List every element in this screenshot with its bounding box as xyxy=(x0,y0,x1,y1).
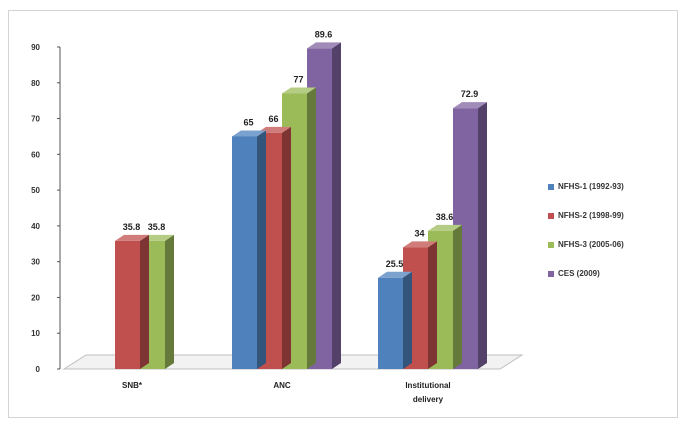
bar-side xyxy=(332,42,341,369)
category-label: Institutional xyxy=(405,381,450,390)
data-label: 65 xyxy=(243,117,253,127)
y-tick-label: 40 xyxy=(31,222,40,231)
data-label: 35.8 xyxy=(123,222,141,232)
data-label: 34 xyxy=(414,228,424,238)
bar-side xyxy=(453,224,462,369)
bar-top xyxy=(282,87,316,94)
bar-front xyxy=(232,136,257,369)
y-tick-label: 10 xyxy=(31,329,40,338)
data-label: 66 xyxy=(268,114,278,124)
category-label: SNB* xyxy=(122,381,143,390)
legend-item: NFHS-2 (1998-99) xyxy=(548,201,624,230)
legend-item: NFHS-3 (2005-06) xyxy=(548,230,624,259)
bar-top xyxy=(378,271,412,278)
legend-label: NFHS-3 (2005-06) xyxy=(558,240,624,249)
data-label: 38.6 xyxy=(436,212,454,222)
bar-top xyxy=(115,234,149,241)
bar xyxy=(403,241,437,369)
data-label: 72.9 xyxy=(461,89,479,99)
y-tick-label: 30 xyxy=(31,258,40,267)
bar xyxy=(232,130,266,369)
bar-side xyxy=(403,271,412,369)
legend-swatch xyxy=(548,241,554,248)
legend-item: CES (2009) xyxy=(548,259,624,288)
category-label: delivery xyxy=(413,395,444,404)
bar-top xyxy=(428,224,462,231)
bar xyxy=(115,234,149,369)
bar-side xyxy=(282,126,291,369)
y-tick-label: 60 xyxy=(31,150,40,159)
bar-side xyxy=(307,87,316,369)
bar-front xyxy=(115,240,140,369)
legend-label: CES (2009) xyxy=(558,269,600,278)
data-labels: 35.8 35.8 89.6 77 66 65 72.9 38.6 34 25.5 xyxy=(123,29,479,268)
bar-top xyxy=(307,42,341,49)
legend-item: NFHS-1 (1992-93) xyxy=(548,172,624,201)
bar-side xyxy=(478,102,487,370)
legend-swatch xyxy=(548,183,554,190)
bar-side xyxy=(140,234,149,369)
y-tick-label: 50 xyxy=(31,186,40,195)
data-label: 77 xyxy=(293,75,303,85)
legend-swatch xyxy=(548,270,554,277)
category-label: ANC xyxy=(273,381,291,390)
y-tick-label: 20 xyxy=(31,293,40,302)
axes: 0 10 20 30 40 50 60 70 80 90 xyxy=(31,43,61,374)
legend-swatch xyxy=(548,212,554,219)
y-tick-label: 80 xyxy=(31,79,40,88)
legend-label: NFHS-2 (1998-99) xyxy=(558,211,624,220)
legend-label: NFHS-1 (1992-93) xyxy=(558,182,624,191)
bar-top xyxy=(403,241,437,248)
y-tick-label: 90 xyxy=(31,43,40,52)
legend: NFHS-1 (1992-93) NFHS-2 (1998-99) NFHS-3… xyxy=(548,172,624,288)
bar-top xyxy=(232,130,266,137)
data-label: 25.5 xyxy=(386,259,404,269)
category-labels: SNB* ANC Institutional delivery xyxy=(122,381,451,404)
bar-side xyxy=(165,234,174,369)
bar-side xyxy=(257,130,266,369)
bar-top xyxy=(453,102,487,109)
y-tick-label: 70 xyxy=(31,115,40,124)
bar-front xyxy=(378,277,403,369)
bars xyxy=(115,42,487,370)
bar-side xyxy=(428,241,437,369)
data-label: 89.6 xyxy=(315,29,333,39)
bar xyxy=(378,271,412,369)
y-tick-label: 0 xyxy=(36,365,41,374)
data-label: 35.8 xyxy=(148,222,166,232)
